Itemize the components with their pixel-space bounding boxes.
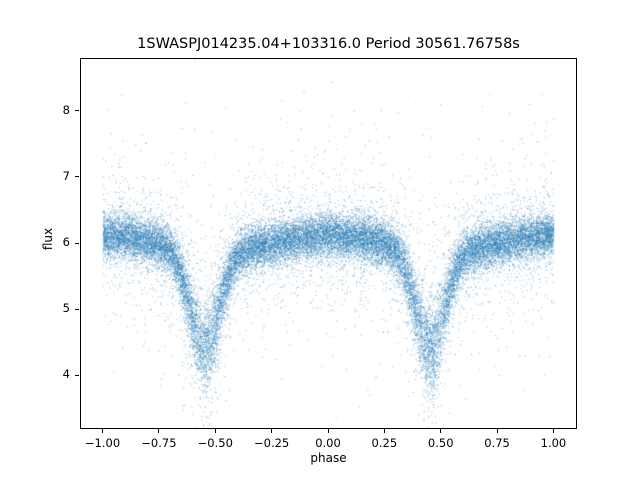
x-tick-label: 1.00 — [540, 436, 567, 450]
x-tick-label: 0.00 — [315, 436, 341, 450]
y-tick-label: 5 — [62, 301, 70, 316]
axes-frame — [80, 58, 577, 429]
x-tick-label: 0.75 — [484, 436, 510, 450]
x-tick-label: −0.50 — [197, 436, 233, 450]
x-tick-label: −0.75 — [141, 436, 177, 450]
x-tick-mark — [440, 429, 442, 433]
x-tick-label: −0.25 — [254, 436, 290, 450]
x-axis-label: phase — [310, 451, 347, 465]
x-tick-mark — [496, 429, 498, 433]
y-tick-mark — [75, 374, 79, 376]
y-tick-label: 8 — [62, 102, 70, 117]
chart-title: 1SWASPJ014235.04+103316.0 Period 30561.7… — [137, 36, 520, 52]
x-tick-label: −1.00 — [84, 436, 121, 450]
y-tick-mark — [75, 242, 79, 244]
x-tick-mark — [271, 429, 273, 433]
x-tick-mark — [102, 429, 104, 433]
y-tick-label: 7 — [62, 168, 70, 183]
x-tick-mark — [327, 429, 329, 433]
y-tick-mark — [75, 308, 79, 310]
x-tick-mark — [383, 429, 385, 433]
x-tick-mark — [552, 429, 554, 433]
y-tick-label: 6 — [62, 235, 70, 249]
y-tick-label: 4 — [62, 367, 70, 382]
x-tick-label: 0.50 — [427, 436, 454, 450]
y-tick-mark — [75, 110, 79, 112]
x-tick-label: 0.25 — [371, 436, 398, 450]
x-tick-mark — [214, 429, 216, 433]
x-tick-mark — [158, 429, 160, 433]
y-tick-mark — [75, 176, 79, 178]
